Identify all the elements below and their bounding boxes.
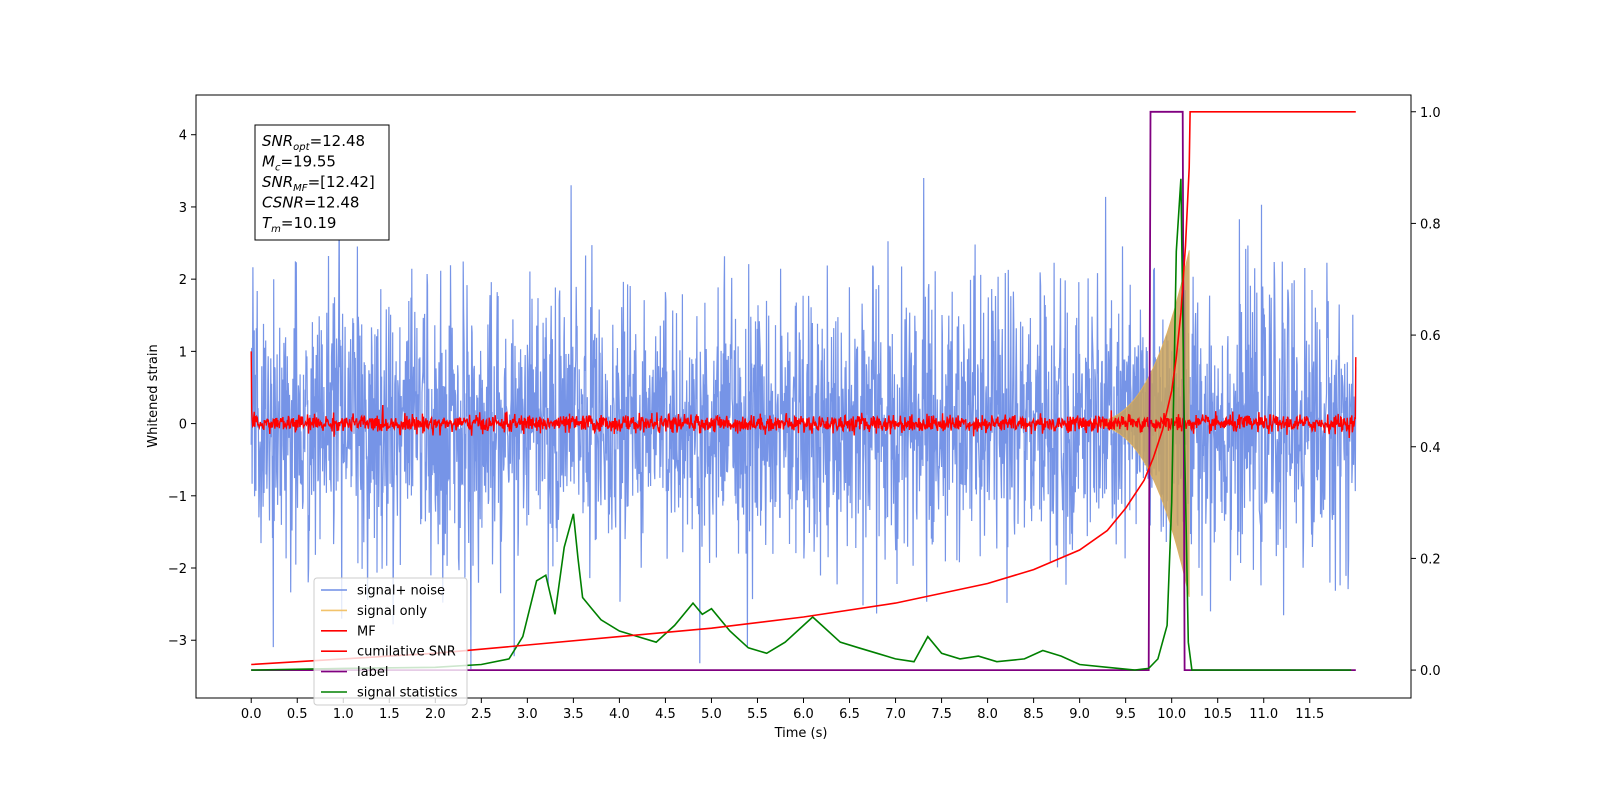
x-tick-label: 10.0 xyxy=(1157,707,1186,722)
y-tick-label: −3 xyxy=(168,634,187,649)
x-tick-label: 4.0 xyxy=(609,707,630,722)
y2-tick-label: 0.4 xyxy=(1420,441,1441,456)
annotation-subscript: opt xyxy=(293,142,310,153)
x-tick-label: 0.0 xyxy=(241,707,262,722)
x-tick-label: 6.5 xyxy=(839,707,860,722)
y2-tick-label: 0.8 xyxy=(1420,217,1441,232)
y-tick-label: 2 xyxy=(179,273,187,288)
x-tick-label: 4.5 xyxy=(655,707,676,722)
annotation-box: SNRopt=12.48Mc=19.55SNRMF=[12.42]CSNR=12… xyxy=(254,124,390,241)
y2-tick-label: 0.2 xyxy=(1420,552,1441,567)
annotation-symbol: T xyxy=(262,214,273,232)
series-mf xyxy=(250,351,1357,439)
x-axis-label: Time (s) xyxy=(774,726,828,741)
ticks-layer: 0.0 0.5 1.0 1.5 2.0 2.5 3.0 3.5 4.0 4.5 5.0 5.5 6.0 6… xyxy=(168,106,1441,722)
y-tick-label: 1 xyxy=(179,345,187,360)
annotation-line: Mc=19.55 xyxy=(262,153,336,174)
legend-label: signal statistics xyxy=(357,686,458,701)
annotation-value: =12.48 xyxy=(304,194,360,212)
x-tick-label: 1.5 xyxy=(379,707,400,722)
x-tick-label: 5.0 xyxy=(701,707,722,722)
x-tick-label: 2.0 xyxy=(425,707,446,722)
annotation-line: Tm=10.19 xyxy=(262,214,336,235)
annotation-frame xyxy=(254,124,390,241)
legend-label: label xyxy=(357,665,388,680)
annotation-subscript: m xyxy=(271,224,281,235)
x-tick-label: 2.5 xyxy=(471,707,492,722)
x-tick-label: 8.0 xyxy=(977,707,998,722)
annotation-symbol: SNR xyxy=(262,173,293,191)
x-tick-label: 3.5 xyxy=(563,707,584,722)
legend-frame xyxy=(313,577,468,706)
x-tick-label: 9.0 xyxy=(1069,707,1090,722)
y-tick-label: −1 xyxy=(168,490,187,505)
annotation-symbol: CSNR xyxy=(262,194,304,212)
x-tick-label: 5.5 xyxy=(747,707,768,722)
x-tick-label: 1.0 xyxy=(333,707,354,722)
legend-label: signal+ noise xyxy=(357,584,445,599)
annotation-symbol: M xyxy=(262,153,275,171)
annotation-symbol: SNR xyxy=(262,132,293,150)
annotation-value: =[12.42] xyxy=(308,173,375,191)
y2-tick-label: 1.0 xyxy=(1420,106,1441,121)
y-tick-label: 4 xyxy=(179,129,187,144)
y-tick-label: 3 xyxy=(179,201,187,216)
annotation-line: SNRMF=[12.42] xyxy=(262,173,375,194)
annotation-line: CSNR=12.48 xyxy=(262,194,359,212)
x-tick-label: 7.0 xyxy=(885,707,906,722)
data-layer xyxy=(250,110,1357,671)
annotation-subscript: c xyxy=(275,163,281,174)
x-tick-label: 11.0 xyxy=(1249,707,1278,722)
y2-tick-label: 0.6 xyxy=(1420,329,1441,344)
x-tick-label: 9.5 xyxy=(1115,707,1136,722)
x-tick-label: 7.5 xyxy=(931,707,952,722)
legend-label: MF xyxy=(357,624,376,639)
legend-label: signal only xyxy=(357,604,427,619)
annotation-line: SNRopt=12.48 xyxy=(262,132,365,153)
x-tick-label: 6.0 xyxy=(793,707,814,722)
legend: signal+ noise signal only MF cumilative SNR… xyxy=(313,577,468,706)
x-tick-label: 0.5 xyxy=(287,707,308,722)
annotation-value: =19.55 xyxy=(280,153,336,171)
x-tick-label: 3.0 xyxy=(517,707,538,722)
y2-tick-label: 0.0 xyxy=(1420,664,1441,679)
series-cumulative-snr xyxy=(251,111,1356,666)
annotation-subscript: MF xyxy=(293,183,308,194)
annotation-value: =10.19 xyxy=(281,214,337,232)
x-tick-label: 11.5 xyxy=(1295,707,1324,722)
y-tick-label: −2 xyxy=(168,562,187,577)
series-signal-statistics xyxy=(251,178,1352,671)
annotation-value: =12.48 xyxy=(310,132,366,150)
x-tick-label: 10.5 xyxy=(1203,707,1232,722)
legend-label: cumilative SNR xyxy=(357,645,456,660)
y-tick-label: 0 xyxy=(179,418,187,433)
x-tick-label: 8.5 xyxy=(1023,707,1044,722)
y-axis-label: Whitened strain xyxy=(146,344,161,447)
